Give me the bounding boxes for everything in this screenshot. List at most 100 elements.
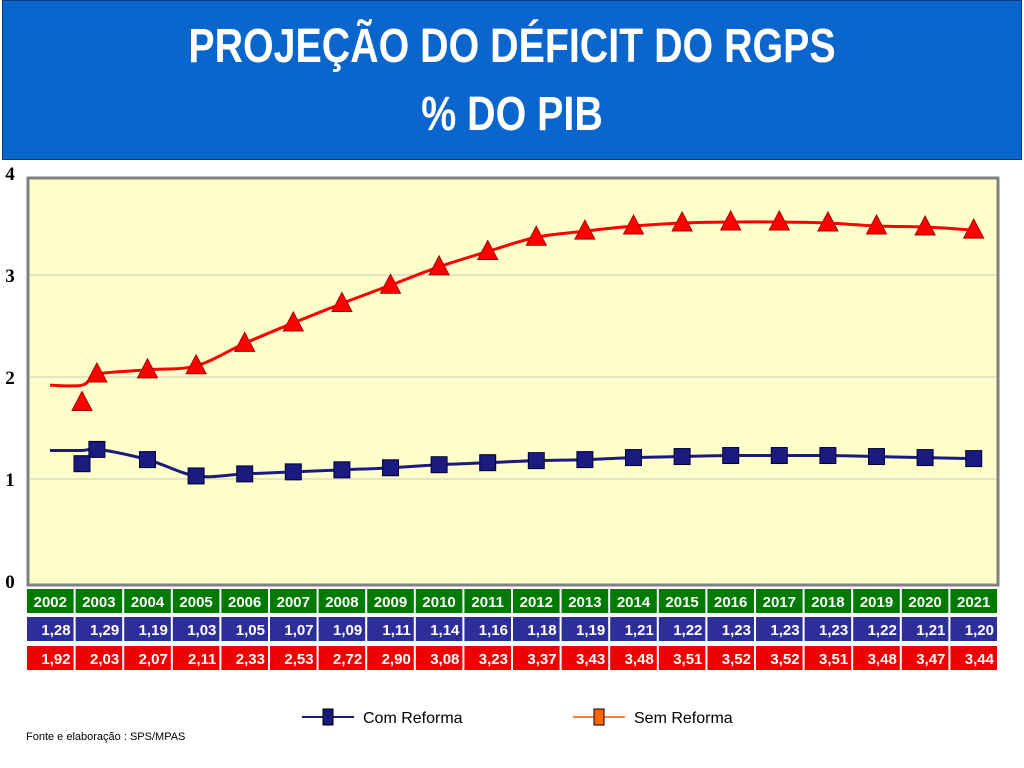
table-cell [75,617,123,641]
table-cell [950,589,997,613]
data-point-com-reforma [284,463,302,481]
data-point-com-reforma [770,447,788,465]
table-cell [610,617,657,641]
legend: Com Reforma Sem Reforma [302,708,733,727]
table-cell [270,589,317,613]
data-label-com-reforma: 1,28 [41,622,70,639]
table-cell [367,646,414,670]
table-cell [804,646,852,670]
table-cell [75,589,123,613]
table-cell [172,589,220,613]
data-label-sem-reforma: 3,08 [430,651,459,668]
data-label-com-reforma: 1,20 [965,622,994,639]
data-point-com-reforma [139,451,156,469]
data-point-com-reforma [819,447,837,465]
x-tick-label: 2010 [422,594,455,611]
data-label-sem-reforma: 3,52 [770,651,799,668]
table-cell [464,589,511,613]
x-tick-label: 2019 [860,594,893,611]
table-cell [75,646,123,670]
table-cell [756,617,803,641]
data-label-sem-reforma: 3,48 [868,651,897,668]
data-label-sem-reforma: 3,51 [673,651,702,668]
data-label-com-reforma: 1,29 [90,622,119,639]
data-point-com-reforma [382,459,399,477]
table-cell [124,646,171,670]
data-point-com-reforma [527,452,545,470]
data-label-com-reforma: 1,18 [527,622,556,639]
table-cell [318,646,366,670]
table-row-bg [26,587,998,615]
legend-label: Com Reforma [363,710,463,727]
legend-label: Sem Reforma [634,710,733,727]
table-cell [124,617,171,641]
data-point-com-reforma [479,454,497,472]
data-label-com-reforma: 1,09 [333,622,362,639]
data-label-sem-reforma: 3,52 [722,651,751,668]
x-tick-label: 2007 [277,594,310,611]
data-label-sem-reforma: 2,72 [333,651,362,668]
table-cell [513,589,560,613]
table-cell [853,646,900,670]
table-cell [221,617,268,641]
table-cell [901,617,949,641]
table-cell [367,617,414,641]
x-tick-label: 2003 [82,594,115,611]
chart-title-line-2: % DO PIB [421,88,603,141]
data-point-com-reforma [916,449,934,467]
table-cell [270,646,317,670]
table-cell [707,617,754,641]
table-cell [124,589,171,613]
x-tick-label: 2017 [763,594,796,611]
table-cell [270,617,317,641]
data-point-sem-reforma [331,291,353,313]
x-tick-label: 2006 [228,594,261,611]
data-label-sem-reforma: 3,51 [819,651,848,668]
legend-marker-1 [593,708,605,726]
data-point-sem-reforma [671,210,693,232]
table-cell [658,589,706,613]
x-tick-label: 2015 [665,594,698,611]
data-label-sem-reforma: 2,07 [139,651,168,668]
data-point-sem-reforma [428,254,450,276]
data-table: 2002 2003 2004 2005 2006 2007 2008 2009 2010 2011… [26,587,998,672]
data-label-com-reforma: 1,21 [625,622,654,639]
data-label-sem-reforma: 3,48 [625,651,654,668]
data-label-sem-reforma: 3,43 [576,651,605,668]
data-label-sem-reforma: 2,90 [382,651,411,668]
table-cell [561,646,609,670]
data-label-sem-reforma: 1,92 [41,651,70,668]
data-point-com-reforma [333,461,351,479]
y-tick-label: 4 [5,164,15,185]
data-label-sem-reforma: 2,11 [188,651,216,668]
table-cell [464,617,511,641]
data-label-sem-reforma: 3,23 [479,651,508,668]
data-point-com-reforma [187,467,205,485]
table-cell [415,646,463,670]
table-cell [707,646,754,670]
data-label-com-reforma: 1,19 [139,622,168,639]
data-label-sem-reforma: 3,37 [527,651,556,668]
y-tick-label: 2 [5,368,15,389]
data-point-sem-reforma [282,310,305,332]
data-point-com-reforma [73,455,91,473]
data-point-sem-reforma [525,225,548,246]
data-point-com-reforma [673,448,691,466]
data-label-sem-reforma: 2,53 [284,651,313,668]
y-tick-label: 3 [5,266,15,287]
data-point-com-reforma [88,440,106,458]
data-point-sem-reforma [962,218,985,239]
data-point-sem-reforma [233,331,256,352]
data-label-com-reforma: 1,23 [819,622,848,639]
data-label-com-reforma: 1,22 [868,622,897,639]
data-label-com-reforma: 1,14 [430,622,460,639]
table-cell [172,646,220,670]
table-cell [513,646,560,670]
table-cell [901,646,949,670]
table-row-bg [26,644,998,672]
data-point-sem-reforma [574,219,596,240]
table-cell [950,617,997,641]
data-point-sem-reforma [379,273,402,294]
x-tick-label: 2011 [471,594,504,611]
